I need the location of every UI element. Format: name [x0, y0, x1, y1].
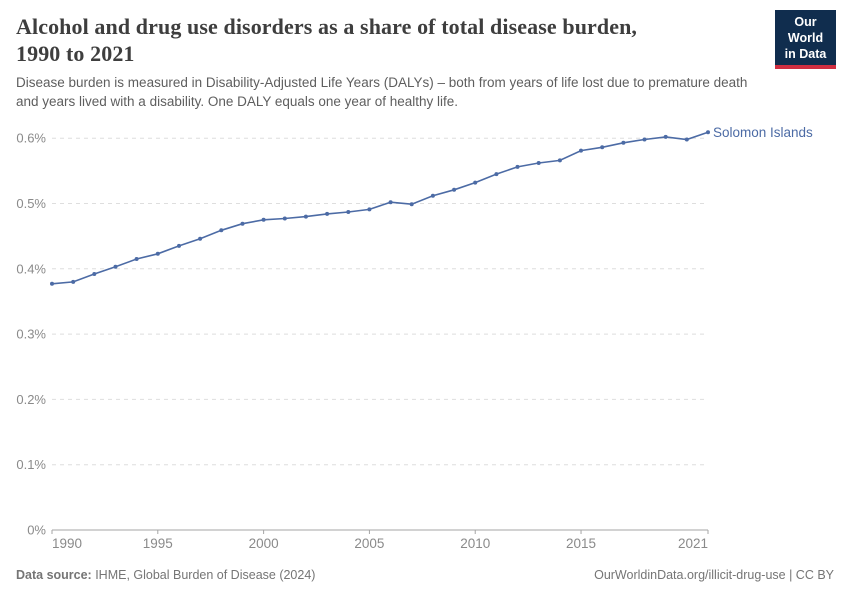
data-point-marker [515, 164, 520, 169]
data-point-marker [642, 137, 647, 142]
chart-footer: Data source: IHME, Global Burden of Dise… [16, 568, 834, 582]
data-point-marker [706, 130, 710, 135]
data-point-marker [325, 211, 330, 216]
data-point-marker [282, 216, 287, 221]
data-point-marker [388, 200, 393, 205]
data-point-marker [473, 180, 478, 185]
data-point-marker [92, 272, 97, 276]
data-point-marker [177, 243, 181, 248]
owid-logo: Our World in Data [775, 10, 836, 69]
data-point-marker [198, 236, 203, 241]
x-axis-tick-label: 2015 [566, 536, 596, 551]
data-point-marker [557, 158, 562, 163]
y-axis-tick-label: 0.1% [16, 457, 46, 472]
y-axis-tick-label: 0% [27, 523, 46, 538]
data-point-marker [663, 134, 668, 139]
data-point-marker [113, 264, 118, 269]
x-axis-tick-label: 1995 [143, 536, 173, 551]
data-point-marker [430, 193, 435, 198]
data-point-marker [409, 202, 414, 207]
data-point-marker [71, 279, 76, 284]
chart-subtitle: Disease burden is measured in Disability… [16, 73, 831, 111]
data-point-marker [134, 257, 139, 261]
data-point-marker [155, 251, 160, 256]
y-axis-tick-label: 0.4% [16, 261, 46, 276]
data-point-marker [579, 148, 583, 153]
credit-link[interactable]: OurWorldinData.org/illicit-drug-use | CC… [594, 568, 834, 582]
x-axis-tick-label: 2021 [678, 536, 708, 551]
data-source-note: Data source: IHME, Global Burden of Dise… [16, 568, 315, 582]
entity-label: Solomon Islands [713, 125, 813, 140]
x-axis-tick-label: 1990 [52, 536, 82, 551]
page-title-line-2: 1990 to 2021 [16, 41, 135, 66]
data-point-marker [684, 137, 689, 142]
data-point-marker [303, 214, 308, 219]
chart-subtitle-line-2: and years lived with a disability. One D… [16, 94, 458, 109]
y-axis-tick-label: 0.6% [16, 131, 46, 146]
data-point-marker [621, 140, 626, 145]
y-axis-tick-label: 0.5% [16, 196, 46, 211]
owid-logo-line-1: Our World [787, 15, 824, 45]
data-point-marker [536, 161, 541, 165]
data-source-label: Data source: [16, 568, 92, 582]
x-axis-tick-label: 2000 [249, 536, 279, 551]
chart-subtitle-line-1: Disease burden is measured in Disability… [16, 75, 748, 90]
x-axis-tick-label: 2005 [354, 536, 384, 551]
data-point-marker [452, 187, 457, 192]
data-point-marker [600, 145, 605, 150]
data-point-marker [367, 207, 372, 212]
data-point-marker [261, 217, 266, 222]
data-point-marker [219, 228, 224, 233]
data-point-marker [240, 221, 245, 226]
data-point-marker [50, 281, 54, 286]
series-line-solomon-islands [51, 131, 709, 285]
y-axis-tick-label: 0.2% [16, 392, 46, 407]
data-point-marker [346, 210, 351, 214]
x-axis-tick-label: 2010 [460, 536, 490, 551]
page-title: Alcohol and drug use disorders as a shar… [16, 13, 756, 67]
data-point-marker [494, 172, 499, 177]
owid-logo-line-2: in Data [784, 47, 827, 61]
y-axis-tick-label: 0.3% [16, 327, 46, 342]
page-title-line-1: Alcohol and drug use disorders as a shar… [16, 14, 638, 39]
data-source-text: IHME, Global Burden of Disease (2024) [91, 568, 316, 582]
